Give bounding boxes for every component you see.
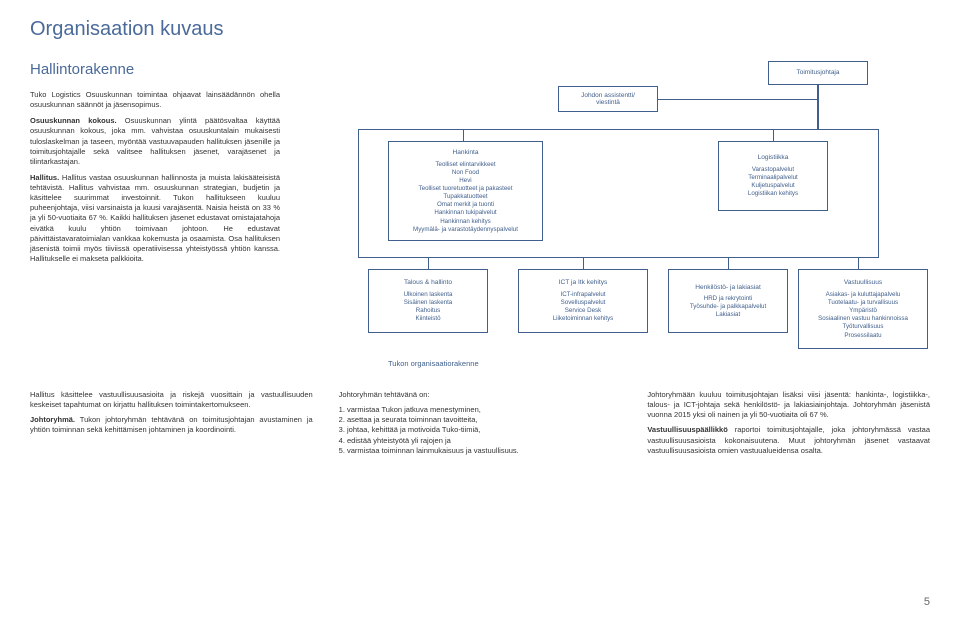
hankinta-box: Hankinta Teolliset elintarvikkeet Non Fo…	[388, 141, 543, 241]
vastuullisuus-box: Vastuullisuus Asiakas- ja kuluttajapalve…	[798, 269, 928, 349]
ict-item: ICT-infrapalvelut	[560, 291, 605, 298]
vast-item: Sosiaalinen vastuu hankinnoissa	[818, 315, 908, 322]
hankinta-item: Tupakkatuotteet	[443, 193, 487, 200]
vast-item: Prosessilaatu	[844, 332, 881, 339]
org-chart: Toimitusjohtaja Johdon assistentti/ vies…	[298, 61, 930, 376]
bottom3-p1: Johtoryhmään kuuluu toimitusjohtajan lis…	[647, 390, 930, 420]
kokous-paragraph: Osuuskunnan kokous. Osuuskunnan ylintä p…	[30, 116, 280, 167]
hr-box: Henkilöstö- ja lakiasiat HRD ja rekrytoi…	[668, 269, 788, 333]
johtoryhma-label: Johtoryhmä.	[30, 415, 75, 424]
hr-item: HRD ja rekrytointi	[704, 295, 752, 302]
logistiikka-item: Kuljetuspalvelut	[751, 182, 794, 189]
connector	[878, 129, 879, 257]
connector	[463, 129, 464, 141]
hankinta-title: Hankinta	[452, 149, 478, 157]
bottom-col-1: Hallitus käsittelee vastuullisuusasioita…	[30, 390, 313, 461]
bottom-col-3: Johtoryhmään kuuluu toimitusjohtajan lis…	[647, 390, 930, 461]
intro-paragraph: Tuko Logistics Osuuskunnan toimintaa ohj…	[30, 90, 280, 110]
assistant-label: Johdon assistentti/ viestintä	[581, 92, 635, 107]
hallitus-text: Hallitus vastaa osuuskunnan hallinnosta …	[30, 173, 280, 263]
connector	[658, 99, 818, 100]
hr-item: Työsuhde- ja palkkapalvelut	[690, 303, 766, 310]
connector	[728, 257, 729, 269]
connector	[358, 129, 878, 130]
connector	[858, 257, 859, 269]
hankinta-item: Hankinnan tukipalvelut	[434, 209, 496, 216]
talous-item: Sisäinen laskenta	[404, 299, 453, 306]
assistant-box: Johdon assistentti/ viestintä	[558, 86, 658, 112]
hallitus-paragraph: Hallitus. Hallitus vastaa osuuskunnan ha…	[30, 173, 280, 264]
logistiikka-box: Logistiikka Varastopalvelut Terminaalipa…	[718, 141, 828, 211]
vastuupaallikko-label: Vastuullisuuspäällikkö	[647, 425, 727, 434]
ict-box: ICT ja Itk kehitys ICT-infrapalvelut Sov…	[518, 269, 648, 333]
section-heading: Hallintorakenne	[30, 61, 280, 78]
connector	[358, 257, 879, 258]
ict-item: Sovelluspalvelut	[561, 299, 606, 306]
bottom-col-2: Johtoryhmän tehtävänä on: 1. varmistaa T…	[339, 390, 622, 461]
ict-title: ICT ja Itk kehitys	[559, 279, 608, 287]
connector	[428, 257, 429, 269]
connector	[583, 257, 584, 269]
hankinta-item: Myymälä- ja varastotäydennyspalvelut	[413, 226, 518, 233]
bottom1-p1: Hallitus käsittelee vastuullisuusasioita…	[30, 390, 313, 410]
bottom2-lead: Johtoryhmän tehtävänä on:	[339, 390, 622, 400]
ict-item: Service Desk	[565, 307, 601, 314]
task-item: 3. johtaa, kehittää ja motivoida Tuko-ti…	[339, 425, 622, 435]
talous-item: Kiinteistö	[415, 315, 440, 322]
ceo-label: Toimitusjohtaja	[797, 69, 840, 76]
connector	[358, 129, 359, 257]
vast-item: Ympäristö	[849, 307, 877, 314]
hankinta-item: Non Food	[452, 169, 479, 176]
talous-title: Talous & hallinto	[404, 279, 452, 287]
logistiikka-item: Terminaalipalvelut	[748, 174, 798, 181]
talous-item: Ulkoinen laskenta	[404, 291, 453, 298]
talous-item: Rahoitus	[416, 307, 440, 314]
hankinta-item: Teolliset tuoretuotteet ja pakasteet	[419, 185, 513, 192]
hankinta-item: Omat merkit ja tuonti	[437, 201, 494, 208]
connector	[773, 129, 774, 141]
bottom3-p2: Vastuullisuuspäällikkö raportoi toimitus…	[647, 425, 930, 455]
logistiikka-item: Logistiikan kehitys	[748, 190, 798, 197]
vast-item: Tuotelaatu- ja turvallisuus	[828, 299, 898, 306]
task-item: 2. asettaa ja seurata toiminnan tavoitte…	[339, 415, 622, 425]
ict-item: Liiketoiminnan kehitys	[553, 315, 614, 322]
vastuullisuus-title: Vastuullisuus	[844, 279, 882, 287]
vast-item: Työturvallisuus	[843, 323, 884, 330]
talous-box: Talous & hallinto Ulkoinen laskenta Sisä…	[368, 269, 488, 333]
hr-item: Lakiasiat	[716, 311, 740, 318]
hankinta-item: Teolliset elintarvikkeet	[435, 161, 495, 168]
ceo-box: Toimitusjohtaja	[768, 61, 868, 85]
task-item: 5. varmistaa toiminnan lainmukaisuus ja …	[339, 446, 622, 456]
hallitus-label: Hallitus.	[30, 173, 59, 182]
task-item: 4. edistää yhteistyötä yli rajojen ja	[339, 436, 622, 446]
connector	[817, 85, 819, 129]
bottom1-p2: Johtoryhmä. Tukon johtoryhmän tehtävänä …	[30, 415, 313, 435]
hankinta-item: Hankinnan kehitys	[440, 218, 491, 225]
chart-caption: Tukon organisaatiorakenne	[388, 359, 479, 368]
kokous-label: Osuuskunnan kokous.	[30, 116, 117, 125]
page-number: 5	[924, 596, 930, 608]
task-item: 1. varmistaa Tukon jatkuva menestyminen,	[339, 405, 622, 415]
page-title: Organisaation kuvaus	[30, 18, 930, 41]
hankinta-item: Hevi	[459, 177, 471, 184]
logistiikka-title: Logistiikka	[758, 154, 789, 162]
hr-title: Henkilöstö- ja lakiasiat	[695, 284, 761, 292]
vast-item: Asiakas- ja kuluttajapalvelu	[826, 291, 901, 298]
logistiikka-item: Varastopalvelut	[752, 166, 794, 173]
